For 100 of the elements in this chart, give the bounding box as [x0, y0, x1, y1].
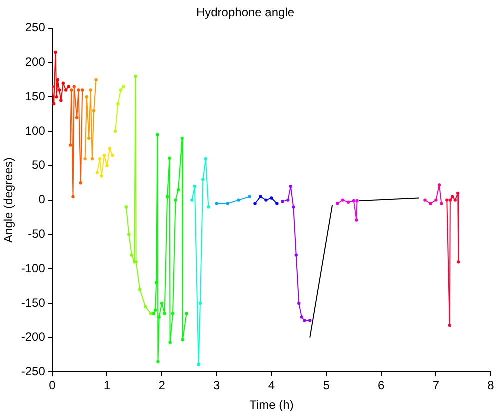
point	[94, 78, 98, 82]
y-tick-label: -200	[21, 330, 46, 344]
point	[456, 192, 460, 196]
point	[197, 363, 200, 366]
point	[237, 198, 240, 202]
point	[355, 218, 358, 222]
point	[204, 157, 208, 161]
point	[352, 199, 356, 203]
x-tick-label: 8	[488, 378, 495, 393]
point	[248, 195, 252, 198]
point	[294, 254, 298, 257]
point	[84, 157, 87, 161]
point	[289, 184, 292, 188]
point	[102, 154, 106, 158]
point	[202, 178, 205, 182]
y-tick-label: 50	[32, 158, 46, 172]
point	[215, 202, 218, 206]
point	[55, 96, 58, 99]
point	[193, 184, 197, 188]
point	[89, 88, 92, 92]
y-axis-title: Angle (degrees)	[2, 158, 16, 243]
point	[64, 88, 68, 92]
point	[54, 50, 58, 54]
point	[156, 133, 160, 137]
point	[70, 88, 74, 92]
point	[128, 233, 131, 236]
point	[58, 88, 62, 92]
point	[171, 312, 175, 316]
y-tick-label: -250	[21, 364, 46, 379]
point	[168, 156, 172, 160]
point	[438, 184, 442, 187]
point	[198, 302, 202, 306]
point	[451, 195, 454, 198]
point	[158, 316, 161, 319]
point	[60, 99, 63, 102]
point	[154, 281, 158, 284]
point	[67, 85, 70, 88]
point	[134, 74, 138, 78]
point	[56, 78, 60, 82]
point	[122, 85, 126, 88]
point	[434, 198, 438, 202]
y-tick-label: 0	[38, 192, 46, 207]
point	[108, 147, 112, 150]
point	[226, 202, 230, 206]
x-axis-title: Time (h)	[250, 398, 294, 412]
point	[446, 198, 449, 202]
point	[98, 157, 102, 161]
y-tick-label: 250	[25, 20, 46, 35]
point	[154, 308, 158, 312]
point	[68, 144, 72, 147]
x-tick-label: 6	[378, 378, 386, 393]
x-tick-label: 5	[323, 378, 330, 393]
point	[276, 202, 279, 206]
point	[448, 324, 452, 328]
point	[308, 319, 312, 322]
point	[298, 302, 301, 306]
x-tick-label: 2	[158, 378, 166, 393]
point	[116, 102, 120, 106]
point	[75, 116, 79, 120]
x-tick-label: 1	[104, 378, 111, 393]
point	[336, 202, 340, 206]
x-tick-label: 4	[268, 378, 276, 393]
point	[100, 174, 104, 178]
point	[90, 157, 94, 161]
point	[180, 136, 184, 140]
point	[85, 96, 89, 99]
point	[168, 341, 172, 344]
point	[111, 154, 114, 158]
point	[176, 188, 180, 192]
point	[429, 202, 432, 206]
point	[264, 198, 268, 202]
point	[79, 182, 83, 185]
point	[119, 88, 123, 92]
point	[152, 312, 156, 316]
point	[286, 198, 290, 202]
point	[124, 206, 128, 209]
point	[346, 200, 350, 204]
y-tick-label: 150	[25, 89, 46, 104]
point	[88, 136, 91, 140]
point	[341, 198, 345, 202]
point	[281, 200, 284, 204]
point	[454, 198, 457, 202]
point	[72, 85, 76, 88]
y-tick-label: 100	[25, 124, 46, 138]
point	[356, 199, 359, 203]
point	[144, 305, 148, 308]
point	[448, 198, 452, 202]
x-tick-label: 3	[214, 378, 221, 393]
point	[185, 312, 188, 316]
y-tick-label: 200	[25, 55, 46, 70]
point	[106, 164, 109, 168]
point	[259, 195, 262, 198]
point	[166, 195, 170, 198]
point	[207, 206, 210, 209]
point	[138, 288, 142, 292]
chart-title: Hydrophone angle	[196, 6, 295, 20]
point	[80, 88, 84, 92]
point	[424, 198, 427, 202]
point	[114, 130, 118, 134]
point	[440, 202, 444, 206]
